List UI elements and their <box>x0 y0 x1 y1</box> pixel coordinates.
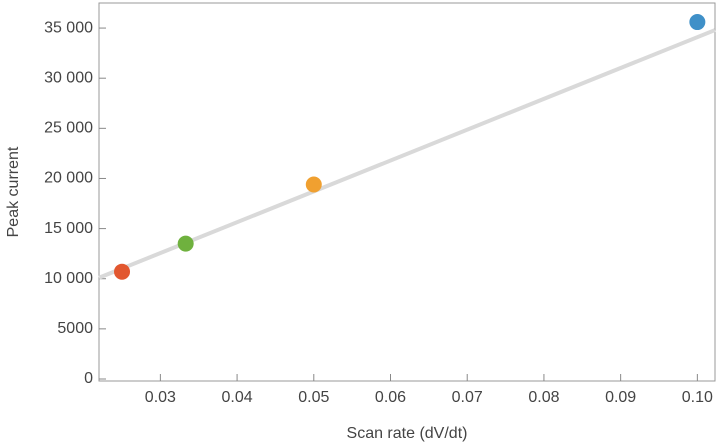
y-axis-label: Peak current <box>5 146 22 237</box>
x-tick-label: 0.06 <box>375 389 406 406</box>
plot-frame <box>98 2 716 382</box>
y-tick-label: 30 000 <box>44 69 93 86</box>
x-tick-label: 0.09 <box>605 389 636 406</box>
y-tick-label: 5000 <box>57 320 93 337</box>
y-tick-label: 20 000 <box>44 170 93 187</box>
data-point <box>689 14 706 31</box>
y-tick-label: 35 000 <box>44 19 93 36</box>
data-point <box>305 176 322 193</box>
x-tick-label: 0.04 <box>222 389 253 406</box>
x-tick-label: 0.10 <box>682 389 713 406</box>
x-tick-label: 0.08 <box>528 389 559 406</box>
y-tick-label: 10 000 <box>44 270 93 287</box>
y-tick-label: 0 <box>84 370 93 387</box>
fit-line <box>98 28 716 280</box>
data-point <box>177 235 194 252</box>
x-axis-label: Scan rate (dV/dt) <box>347 425 468 442</box>
x-tick-label: 0.03 <box>145 389 176 406</box>
x-tick-label: 0.05 <box>298 389 329 406</box>
y-tick-label: 25 000 <box>44 120 93 137</box>
x-tick-label: 0.07 <box>452 389 483 406</box>
data-point <box>114 263 131 280</box>
y-tick-label: 15 000 <box>44 220 93 237</box>
